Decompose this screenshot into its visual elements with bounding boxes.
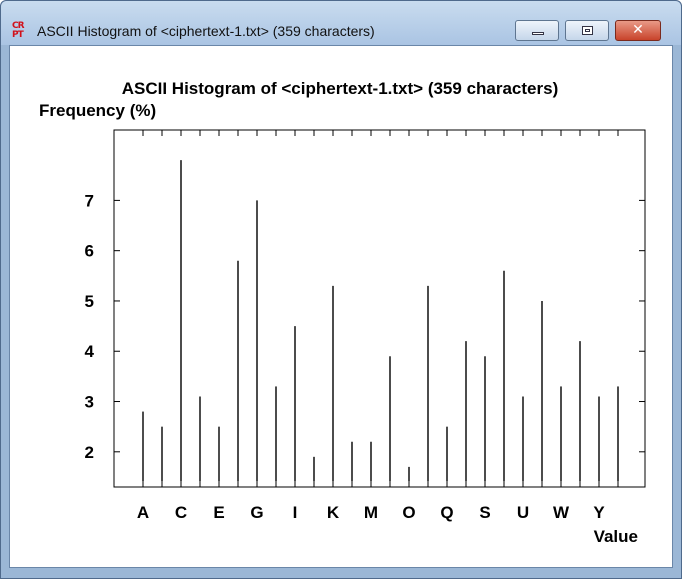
window-title: ASCII Histogram of <ciphertext-1.txt> (3… (37, 23, 375, 39)
histogram-chart: ASCII Histogram of <ciphertext-1.txt> (3… (39, 79, 646, 546)
x-tick-label: W (553, 503, 570, 522)
y-tick-label: 5 (85, 292, 94, 311)
y-tick-label: 4 (85, 342, 95, 361)
y-tick-label: 3 (85, 393, 94, 412)
x-tick-label: Q (440, 503, 453, 522)
close-icon: ✕ (632, 22, 644, 38)
y-axis-label: Frequency (%) (39, 101, 156, 120)
x-tick-label: A (137, 503, 149, 522)
cryptool-icon: CR PT (12, 21, 25, 40)
x-tick-label: I (293, 503, 298, 522)
x-tick-label: S (479, 503, 490, 522)
minimize-button[interactable] (515, 20, 559, 41)
x-tick-label: U (517, 503, 529, 522)
title-bar[interactable]: CR PT ASCII Histogram of <ciphertext-1.tx… (1, 1, 681, 45)
plot-frame (113, 129, 646, 488)
x-tick-label: K (327, 503, 340, 522)
close-button[interactable]: ✕ (615, 20, 661, 41)
x-tick-label: O (402, 503, 415, 522)
x-tick-label: C (175, 503, 187, 522)
axis-ticks (114, 130, 645, 487)
maximize-button[interactable] (565, 20, 609, 41)
x-axis-label: Value (594, 527, 638, 546)
x-tick-label: M (364, 503, 378, 522)
y-tick-label: 6 (85, 242, 94, 261)
bars (142, 160, 619, 481)
chart-area: ASCII Histogram of <ciphertext-1.txt> (3… (9, 45, 673, 568)
y-tick-label: 7 (85, 191, 94, 210)
chart-title: ASCII Histogram of <ciphertext-1.txt> (3… (122, 79, 558, 98)
x-tick-label: G (250, 503, 263, 522)
maximize-icon (582, 26, 593, 35)
y-tick-label: 2 (85, 443, 94, 462)
x-tick-label: Y (593, 503, 605, 522)
x-tick-label: E (213, 503, 224, 522)
y-tick-labels: 2 3 4 5 6 7 (85, 191, 95, 461)
minimize-icon (532, 32, 544, 35)
